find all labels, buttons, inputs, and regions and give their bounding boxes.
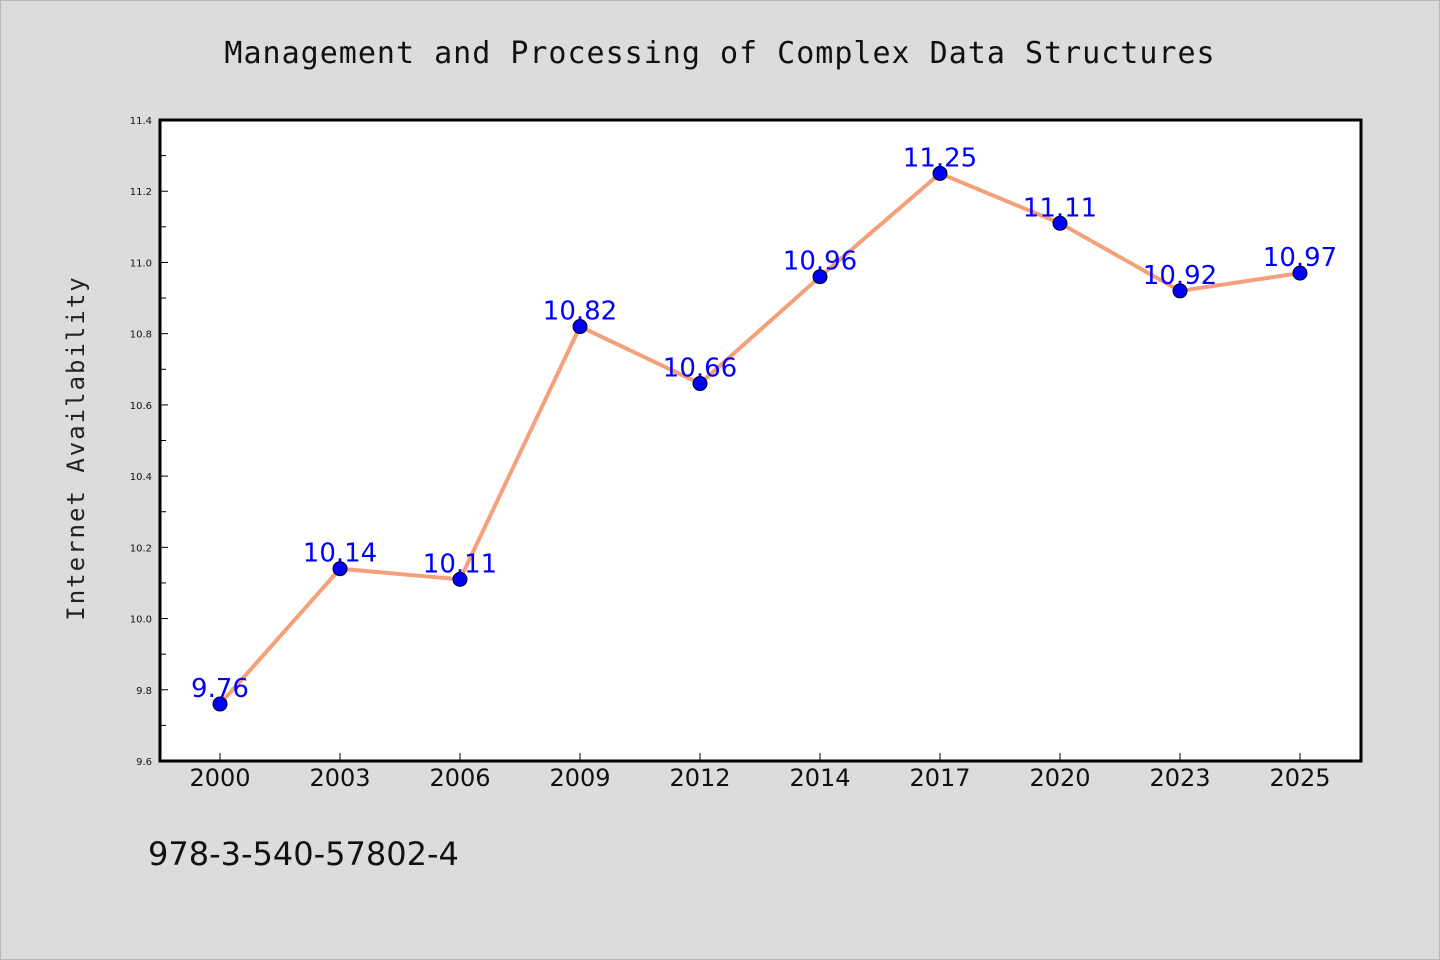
- data-point: [1292, 265, 1308, 281]
- x-axis: 2000 2003 2006 2009 2012 2014 2017 2020 2023 2025: [189, 753, 1331, 792]
- data-point: [452, 571, 468, 587]
- data-point: [932, 165, 948, 181]
- x-tick-label: 2003: [309, 764, 370, 792]
- data-point: [812, 269, 828, 285]
- x-tick-label: 2006: [429, 764, 490, 792]
- data-label: 11.11: [1023, 193, 1097, 223]
- y-tick-label: 11.4: [130, 116, 152, 127]
- y-tick-label: 10.2: [130, 543, 152, 554]
- data-label: 10.92: [1143, 261, 1217, 291]
- y-tick-label: 10.6: [130, 401, 152, 412]
- data-point: [1052, 215, 1068, 231]
- data-label: 10.96: [783, 247, 857, 277]
- data-point: [212, 696, 228, 712]
- x-tick-label: 2009: [549, 764, 610, 792]
- series-line-group: [218, 171, 1301, 706]
- y-tick-label: 10.8: [130, 330, 152, 341]
- data-label: 10.97: [1263, 243, 1337, 273]
- markers-group: [212, 165, 1308, 712]
- x-tick-label: 2025: [1269, 764, 1330, 792]
- y-tick-label: 10.4: [130, 472, 152, 483]
- y-tick-label: 9.6: [136, 757, 152, 768]
- y-tick-label: 9.8: [136, 686, 152, 697]
- x-tick-label: 2014: [789, 764, 850, 792]
- x-tick-label: 2020: [1029, 764, 1090, 792]
- data-label: 10.82: [543, 297, 617, 327]
- y-axis-label: Internet Availability: [62, 275, 90, 620]
- data-labels-group: 9.76 10.14 10.11 10.82 10.66 10.96 11.25 11.11 1…: [191, 143, 1337, 704]
- y-tick-label: 11.0: [130, 258, 152, 269]
- data-label: 10.66: [663, 354, 737, 384]
- y-tick-label: 11.2: [130, 187, 152, 198]
- x-tick-label: 2023: [1149, 764, 1210, 792]
- x-tick-label: 2012: [669, 764, 730, 792]
- series-line: [218, 171, 1301, 706]
- y-tick-label: 10.0: [130, 615, 152, 626]
- data-label: 11.25: [903, 143, 977, 173]
- isbn-text: 978-3-540-57802-4: [148, 835, 459, 873]
- data-point: [692, 376, 708, 392]
- data-point: [572, 319, 588, 335]
- data-label: 10.11: [423, 549, 497, 579]
- data-point: [1172, 283, 1188, 299]
- data-label: 10.14: [303, 539, 377, 569]
- chart-title: Management and Processing of Complex Dat…: [224, 36, 1215, 71]
- data-label: 9.76: [191, 674, 249, 704]
- plot-area: [158, 118, 1363, 763]
- y-axis: 9.6 9.8 10.0 10.2 10.4 10.6 10.8 11.0 11.2 11.4: [130, 116, 168, 768]
- x-tick-label: 2017: [909, 764, 970, 792]
- data-point: [332, 561, 348, 577]
- x-tick-label: 2000: [189, 764, 250, 792]
